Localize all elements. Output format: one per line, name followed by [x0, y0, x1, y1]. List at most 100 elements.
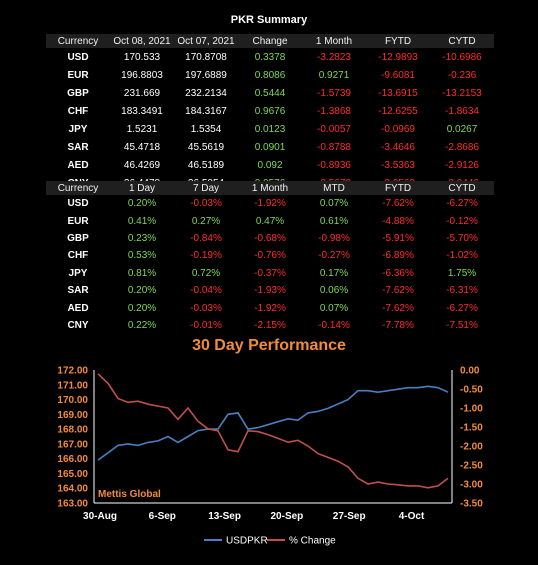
table-cell: 231.669: [123, 87, 161, 99]
x-tick-label: 20-Sep: [271, 511, 304, 522]
table-cell: -6.27%: [446, 198, 478, 210]
currency-label: CNY: [67, 319, 89, 331]
table-header-row: Currency 1 Day 7 Day 1 Month MTD FYTD CYTD: [46, 181, 494, 195]
table-cell: 0.5444: [254, 87, 286, 99]
change-row: AED 0.20% -0.03% -1.92% 0.07% -7.62% -6.27%: [46, 299, 494, 316]
table-cell: -1.5739: [317, 87, 351, 99]
currency-label: GBP: [67, 232, 89, 244]
rate-row: SAR 45.4718 45.5619 0.0901 -0.8788 -3.4646 -2.…: [46, 138, 494, 156]
table-cell: -1.93%: [254, 285, 286, 297]
table-cell: 46.4269: [123, 159, 161, 171]
table-cell: 0.41%: [127, 215, 157, 227]
table-cell: -2.15%: [254, 319, 286, 331]
y-right-tick-label: -2.00: [460, 442, 483, 453]
change-row: EUR 0.41% 0.27% 0.47% 0.61% -4.88% -0.12%: [46, 212, 494, 229]
table-cell: 0.07%: [319, 198, 349, 210]
column-header: 1 Month: [238, 181, 302, 195]
table-cell: -6.31%: [446, 285, 478, 297]
currency-label: AED: [67, 302, 89, 314]
change-row: SAR 0.20% -0.04% -1.93% 0.06% -7.62% -6.31%: [46, 282, 494, 299]
currency-label: EUR: [67, 69, 89, 81]
table-cell: -7.62%: [382, 302, 414, 314]
table-cell: 0.61%: [319, 215, 349, 227]
series-line-pct-change: [97, 373, 449, 489]
change-row: GBP 0.23% -0.84% -0.68% -0.98% -5.91% -5.70%: [46, 230, 494, 247]
table-cell: -4.88%: [382, 215, 414, 227]
y-left-tick-label: 170.00: [57, 395, 88, 406]
y-left-tick-label: 169.00: [57, 410, 88, 421]
y-left-tick-label: 167.00: [57, 439, 88, 450]
rate-row: GBP 231.669 232.2134 0.5444 -1.5739 -13.6915 -…: [46, 84, 494, 102]
table-cell: -0.19%: [190, 250, 222, 262]
table-cell: -0.8936: [317, 159, 351, 171]
watermark-label: Mettis Global: [98, 489, 161, 500]
table-cell: 0.72%: [191, 267, 221, 279]
summary-title: PKR Summary: [230, 14, 308, 26]
table-cell: -0.0057: [317, 123, 351, 135]
table-cell: 232.2134: [185, 87, 227, 99]
table-cell: -2.8686: [445, 141, 479, 153]
table-cell: -0.37%: [254, 267, 286, 279]
table-cell: 0.20%: [127, 198, 157, 210]
table-cell: -12.9893: [378, 51, 418, 63]
y-right-tick-label: -1.00: [460, 404, 483, 415]
table-cell: 0.07%: [319, 302, 349, 314]
column-header: FYTD: [366, 181, 430, 195]
table-cell: -0.03%: [190, 302, 222, 314]
y-left-tick-label: 164.00: [57, 484, 88, 495]
currency-label: GBP: [67, 87, 89, 99]
table-cell: 0.17%: [319, 267, 349, 279]
table-cell: 184.3167: [185, 105, 227, 117]
changes-table: Currency 1 Day 7 Day 1 Month MTD FYTD CYTD USD 0…: [46, 181, 494, 334]
column-header: CYTD: [430, 181, 494, 195]
table-cell: -5.91%: [382, 232, 414, 244]
rates-table: Currency Oct 08, 2021 Oct 07, 2021 Change 1 …: [46, 34, 494, 192]
currency-label: EUR: [67, 215, 89, 227]
column-header: Change: [238, 34, 302, 48]
table-cell: 0.092: [257, 159, 283, 171]
change-row: JPY 0.81% 0.72% -0.37% 0.17% -6.36% 1.75%: [46, 265, 494, 282]
table-cell: -10.6986: [442, 51, 482, 63]
change-row: USD 0.20% -0.03% -1.92% 0.07% -7.62% -6.27%: [46, 195, 494, 212]
table-cell: -3.5363: [381, 159, 415, 171]
table-cell: -0.12%: [446, 215, 478, 227]
table-cell: -1.8634: [445, 105, 479, 117]
table-cell: 0.0901: [254, 141, 286, 153]
currency-label: CHF: [67, 250, 89, 262]
x-tick-label: 13-Sep: [208, 511, 241, 522]
rate-row: EUR 196.8803 197.6889 0.8086 0.9271 -9.6081 -0…: [46, 66, 494, 84]
table-cell: -6.89%: [382, 250, 414, 262]
table-cell: -0.236: [447, 69, 477, 81]
table-cell: -13.2153: [442, 87, 482, 99]
table-cell: -0.03%: [190, 198, 222, 210]
table-cell: -1.92%: [254, 302, 286, 314]
table-cell: 0.0123: [254, 123, 286, 135]
y-left-tick-label: 172.00: [57, 366, 88, 377]
table-cell: -12.6255: [378, 105, 418, 117]
table-cell: -0.01%: [190, 319, 222, 331]
table-cell: 0.9676: [254, 105, 286, 117]
table-cell: 0.06%: [319, 285, 349, 297]
table-cell: 0.8086: [254, 69, 286, 81]
currency-label: JPY: [68, 267, 88, 279]
table-cell: -1.92%: [254, 198, 286, 210]
y-right-tick-label: -1.50: [460, 423, 483, 434]
column-header: Currency: [46, 34, 110, 48]
table-cell: -13.6915: [378, 87, 418, 99]
y-right-tick-label: 0.00: [460, 366, 480, 377]
x-tick-label: 27-Sep: [333, 511, 366, 522]
y-left-tick-label: 171.00: [57, 380, 88, 391]
table-cell: -7.62%: [382, 198, 414, 210]
currency-label: CHF: [67, 105, 89, 117]
table-cell: 183.3491: [121, 105, 163, 117]
y-right-tick-label: -2.50: [460, 461, 483, 472]
rate-row: USD 170.533 170.8708 0.3378 -3.2823 -12.9893 -…: [46, 48, 494, 66]
column-header: CYTD: [430, 34, 494, 48]
table-cell: -3.4646: [381, 141, 415, 153]
table-cell: -3.2823: [317, 51, 351, 63]
table-cell: -0.8788: [317, 141, 351, 153]
table-cell: 1.5354: [190, 123, 222, 135]
table-cell: -2.9126: [445, 159, 479, 171]
table-cell: -1.3868: [317, 105, 351, 117]
table-cell: 170.8708: [185, 51, 227, 63]
